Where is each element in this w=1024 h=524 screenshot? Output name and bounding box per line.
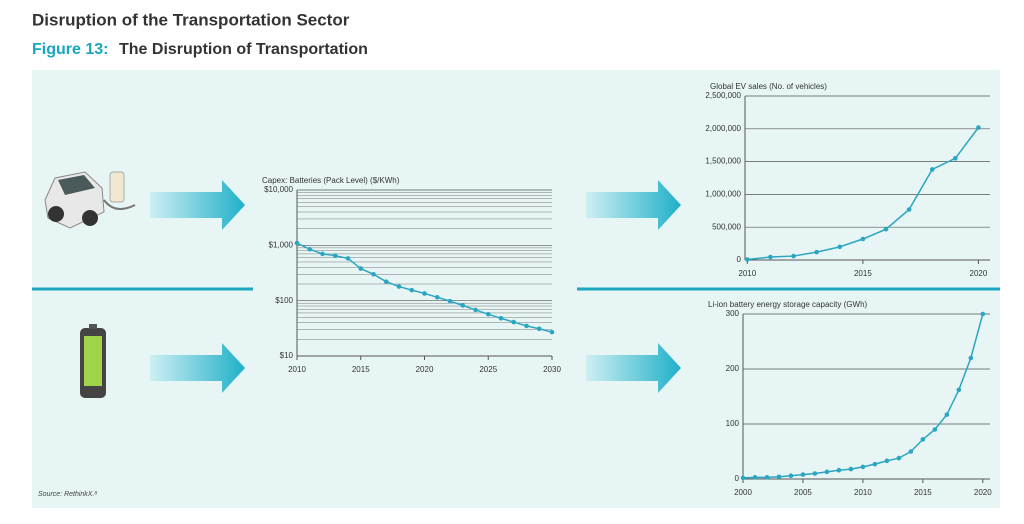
point xyxy=(953,156,958,161)
point xyxy=(824,469,830,475)
point xyxy=(908,449,914,454)
point xyxy=(788,473,794,479)
point xyxy=(396,284,402,289)
point xyxy=(422,291,427,296)
y-tick-label: 1,500,000 xyxy=(705,157,741,166)
point xyxy=(929,167,935,172)
x-tick-label: 2030 xyxy=(543,365,561,374)
point xyxy=(473,307,478,313)
point xyxy=(836,467,842,473)
arrows xyxy=(150,180,681,393)
point xyxy=(920,437,926,442)
point xyxy=(883,226,889,232)
point xyxy=(848,466,854,472)
x-tick-label: 2020 xyxy=(974,488,992,497)
arrow xyxy=(586,180,681,230)
point xyxy=(345,256,351,261)
x-tick-label: 2020 xyxy=(970,269,988,278)
arrow xyxy=(150,180,245,230)
point xyxy=(332,253,338,258)
point xyxy=(956,387,962,393)
point xyxy=(944,412,950,417)
y-tick-label: 0 xyxy=(735,474,740,483)
y-tick-label: $10 xyxy=(280,351,294,360)
point xyxy=(768,254,773,260)
y-tick-label: 2,000,000 xyxy=(705,124,741,133)
chart-title: Global EV sales (No. of vehicles) xyxy=(710,82,827,91)
x-tick-label: 2015 xyxy=(914,488,932,497)
point xyxy=(498,316,504,321)
point xyxy=(447,298,453,304)
point xyxy=(791,253,796,259)
x-tick-label: 2005 xyxy=(794,488,812,497)
car-icon xyxy=(44,171,136,229)
point xyxy=(740,475,746,481)
figure-title: The Disruption of Transportation xyxy=(119,41,368,58)
arrow xyxy=(150,343,245,393)
y-tick-label: 300 xyxy=(726,309,740,318)
point xyxy=(307,246,313,252)
chart-title: Capex: Batteries (Pack Level) ($/KWh) xyxy=(262,176,400,185)
point xyxy=(980,311,986,317)
x-tick-label: 2015 xyxy=(352,365,370,374)
y-tick-label: $10,000 xyxy=(264,185,293,194)
point xyxy=(358,266,364,271)
page-title: Disruption of the Transportation Sector xyxy=(32,10,350,29)
point xyxy=(896,455,902,461)
y-tick-label: 200 xyxy=(726,364,740,373)
x-tick-label: 2010 xyxy=(738,269,756,278)
point xyxy=(294,240,300,246)
point xyxy=(932,427,938,432)
x-tick-label: 2010 xyxy=(854,488,872,497)
point xyxy=(872,461,878,467)
point xyxy=(814,249,819,255)
x-tick-label: 2015 xyxy=(854,269,872,278)
x-tick-label: 2000 xyxy=(734,488,752,497)
figure-label: Figure 13: xyxy=(32,41,108,58)
point xyxy=(764,475,770,480)
point xyxy=(884,458,890,464)
point xyxy=(800,472,806,477)
point xyxy=(906,207,912,212)
y-tick-label: 500,000 xyxy=(712,222,741,231)
point xyxy=(409,287,415,293)
point xyxy=(968,355,974,361)
x-tick-label: 2025 xyxy=(479,365,497,374)
battery-icon xyxy=(80,324,106,398)
y-tick-label: $1,000 xyxy=(269,240,294,249)
y-tick-label: 2,500,000 xyxy=(705,91,741,100)
x-tick-label: 2010 xyxy=(288,365,306,374)
point xyxy=(976,125,981,130)
arrow xyxy=(586,343,681,393)
point xyxy=(812,471,818,476)
chart-title: Li-ion battery energy storage capacity (… xyxy=(708,300,868,309)
point xyxy=(460,303,466,308)
point xyxy=(860,236,866,242)
source: Source: RethinkX.⁸ xyxy=(38,491,97,498)
point xyxy=(549,329,555,335)
point xyxy=(371,271,376,277)
point xyxy=(320,251,325,257)
point xyxy=(511,319,517,325)
point xyxy=(485,311,491,317)
x-tick-label: 2020 xyxy=(416,365,434,374)
point xyxy=(536,326,542,332)
point xyxy=(745,257,750,262)
y-tick-label: 100 xyxy=(726,419,740,428)
point xyxy=(837,244,843,250)
y-tick-label: 0 xyxy=(737,255,742,264)
point xyxy=(524,323,529,329)
point xyxy=(860,464,866,470)
y-tick-label: 1,000,000 xyxy=(705,190,741,199)
y-tick-label: $100 xyxy=(275,296,293,305)
point xyxy=(434,295,440,300)
point xyxy=(776,474,782,480)
point xyxy=(383,279,389,285)
point xyxy=(752,475,758,480)
